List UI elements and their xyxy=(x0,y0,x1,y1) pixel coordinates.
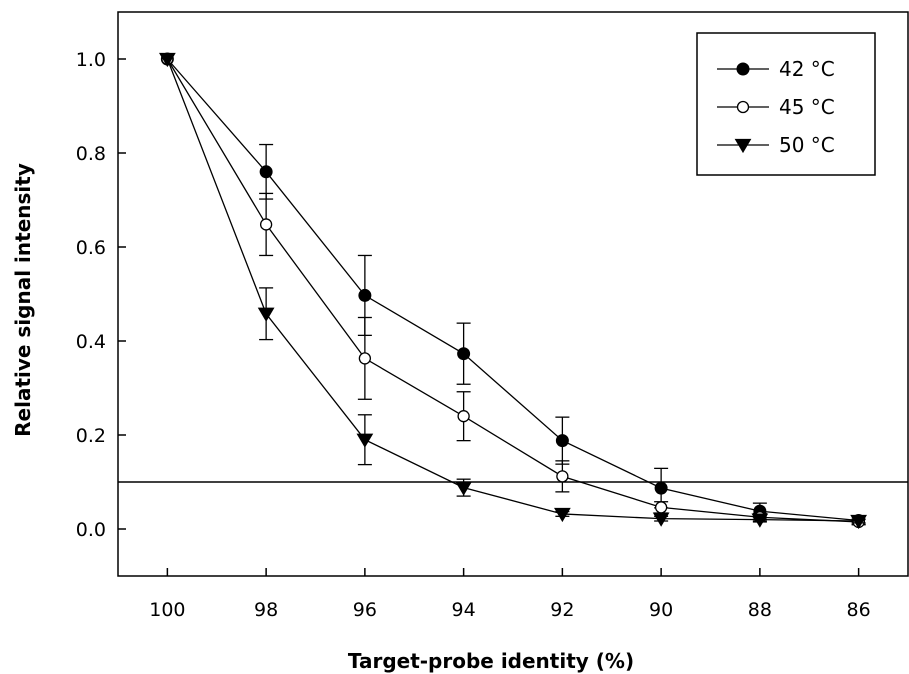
x-axis-title: Target-probe identity (%) xyxy=(348,649,634,673)
y-tick-label: 0.2 xyxy=(76,425,106,447)
data-point xyxy=(751,513,769,528)
data-point xyxy=(654,481,668,495)
data-point xyxy=(850,514,867,530)
x-tick-label: 92 xyxy=(550,599,574,621)
plot-area-border xyxy=(117,11,909,577)
data-point xyxy=(259,218,273,231)
data-point xyxy=(457,410,470,423)
legend-marker xyxy=(736,62,750,76)
plot-frame xyxy=(117,11,909,577)
y-axis: 0.0 0.2 0.4 0.6 0.8 1.0 xyxy=(76,49,126,541)
series-3 xyxy=(159,52,867,530)
data-point xyxy=(554,507,571,523)
legend-item: 50 °C xyxy=(717,133,835,157)
legend-item: 42 °C xyxy=(717,57,835,81)
x-tick-label: 94 xyxy=(452,599,476,621)
y-tick-label: 0.0 xyxy=(76,519,106,541)
x-tick-label: 90 xyxy=(649,599,673,621)
legend-box xyxy=(696,32,876,176)
y-axis-title: Relative signal intensity xyxy=(11,163,35,437)
data-point xyxy=(257,307,275,322)
series-line xyxy=(166,58,859,522)
legend-label: 45 °C xyxy=(779,95,835,119)
x-tick-label: 98 xyxy=(254,599,278,621)
series-line xyxy=(166,58,859,523)
data-point xyxy=(356,433,374,448)
data-point xyxy=(455,481,472,496)
x-tick-label: 100 xyxy=(149,599,185,621)
legend-label: 42 °C xyxy=(779,57,835,81)
data-point xyxy=(652,512,670,527)
y-tick-label: 0.8 xyxy=(76,143,106,165)
data-point xyxy=(555,434,569,448)
legend-label: 50 °C xyxy=(779,133,835,157)
legend: 42 °C 45 °C 50 °C xyxy=(696,32,876,176)
series-line xyxy=(166,58,859,522)
y-tick-label: 1.0 xyxy=(76,49,106,71)
series-layer xyxy=(159,52,867,530)
data-point xyxy=(358,288,372,302)
legend-item: 45 °C xyxy=(717,95,835,119)
x-tick-label: 86 xyxy=(847,599,871,621)
x-tick-label: 88 xyxy=(748,599,772,621)
data-point xyxy=(358,352,372,365)
legend-marker xyxy=(734,138,752,154)
data-point xyxy=(457,347,471,361)
data-point xyxy=(654,501,668,514)
y-tick-label: 0.4 xyxy=(76,331,106,353)
data-point xyxy=(259,165,273,179)
legend-marker xyxy=(736,100,750,114)
x-axis: 100 98 96 94 92 90 88 86 xyxy=(149,568,871,621)
data-point xyxy=(556,470,569,483)
y-tick-label: 0.6 xyxy=(76,237,106,259)
data-point xyxy=(159,52,176,68)
x-tick-label: 96 xyxy=(353,599,377,621)
